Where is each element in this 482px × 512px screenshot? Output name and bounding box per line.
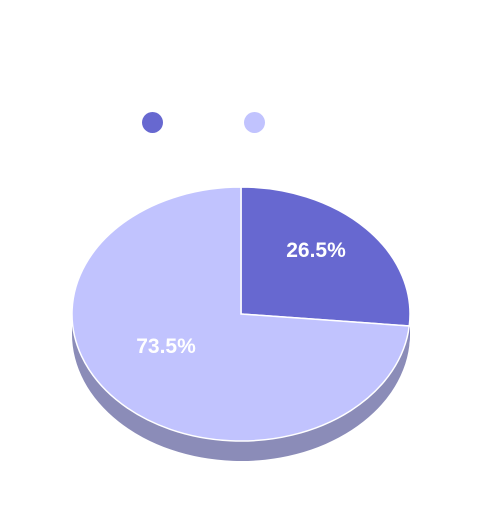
pie-slice-females [71, 186, 411, 442]
pie-slice-males [240, 186, 411, 327]
legend-label-females: Females [275, 112, 341, 132]
legend-item-females[interactable]: Females [244, 112, 340, 133]
chart-legend: Males Females [0, 112, 482, 133]
data-label-females: 73.5% [136, 335, 196, 358]
chart-title: Likely to Pursue a STEM Related Degree i… [26, 22, 466, 98]
legend-swatch-females [244, 112, 266, 133]
data-label-males: 26.5% [286, 239, 346, 262]
legend-swatch-males [141, 112, 163, 133]
legend-item-males[interactable]: Males [141, 112, 219, 133]
chart-title-line-1: Likely to Pursue a STEM [26, 21, 422, 60]
legend-label-males: Males [172, 112, 219, 132]
chart-title-line-2: Related Degree in Higher... [26, 59, 456, 98]
